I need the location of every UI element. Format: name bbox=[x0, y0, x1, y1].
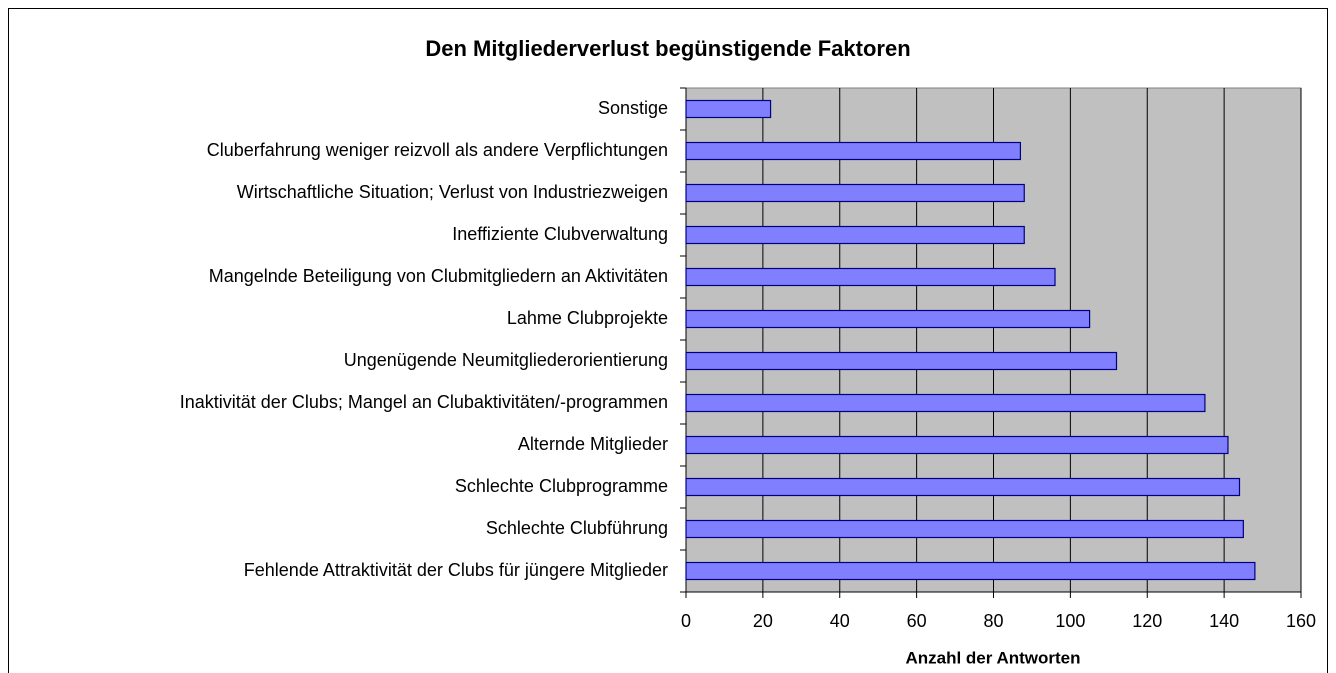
x-tick-label: 160 bbox=[1286, 611, 1316, 631]
chart-title: Den Mitgliederverlust begünstigende Fakt… bbox=[425, 36, 910, 61]
x-tick-label: 80 bbox=[983, 611, 1003, 631]
bar bbox=[685, 477, 1241, 497]
y-tick-label: Inaktivität der Clubs; Mangel an Clubakt… bbox=[180, 392, 668, 412]
y-tick-label: Alternde Mitglieder bbox=[518, 434, 668, 454]
y-tick-label: Sonstige bbox=[598, 98, 668, 118]
x-tick-label: 20 bbox=[753, 611, 773, 631]
bar bbox=[685, 141, 1022, 161]
x-tick-label: 120 bbox=[1132, 611, 1162, 631]
bar bbox=[685, 435, 1229, 455]
y-tick-label: Schlechte Clubführung bbox=[486, 518, 668, 538]
bar bbox=[685, 309, 1091, 329]
x-tick-label: 100 bbox=[1055, 611, 1085, 631]
x-tick-label: 140 bbox=[1209, 611, 1239, 631]
y-tick-label: Schlechte Clubprogramme bbox=[455, 476, 668, 496]
bar bbox=[685, 519, 1244, 539]
bar bbox=[685, 561, 1256, 581]
y-tick-label: Mangelnde Beteiligung von Clubmitglieder… bbox=[209, 266, 668, 286]
bar bbox=[685, 351, 1118, 371]
y-tick-label: Ineffiziente Clubverwaltung bbox=[452, 224, 668, 244]
bar bbox=[685, 99, 772, 119]
x-axis-label: Anzahl der Antworten bbox=[905, 648, 1080, 667]
y-tick-label: Fehlende Attraktivität der Clubs für jün… bbox=[244, 560, 668, 580]
bar bbox=[685, 225, 1025, 245]
y-tick-label: Lahme Clubprojekte bbox=[507, 308, 668, 328]
y-tick-label: Ungenügende Neumitgliederorientierung bbox=[344, 350, 668, 370]
y-tick-label: Wirtschaftliche Situation; Verlust von I… bbox=[237, 182, 668, 202]
x-tick-label: 0 bbox=[681, 611, 691, 631]
chart-frame bbox=[8, 8, 1328, 673]
bar bbox=[685, 267, 1056, 287]
x-tick-label: 60 bbox=[907, 611, 927, 631]
bar bbox=[685, 393, 1206, 413]
bar bbox=[685, 183, 1025, 203]
y-tick-label: Cluberfahrung weniger reizvoll als ander… bbox=[207, 140, 668, 160]
x-tick-label: 40 bbox=[830, 611, 850, 631]
